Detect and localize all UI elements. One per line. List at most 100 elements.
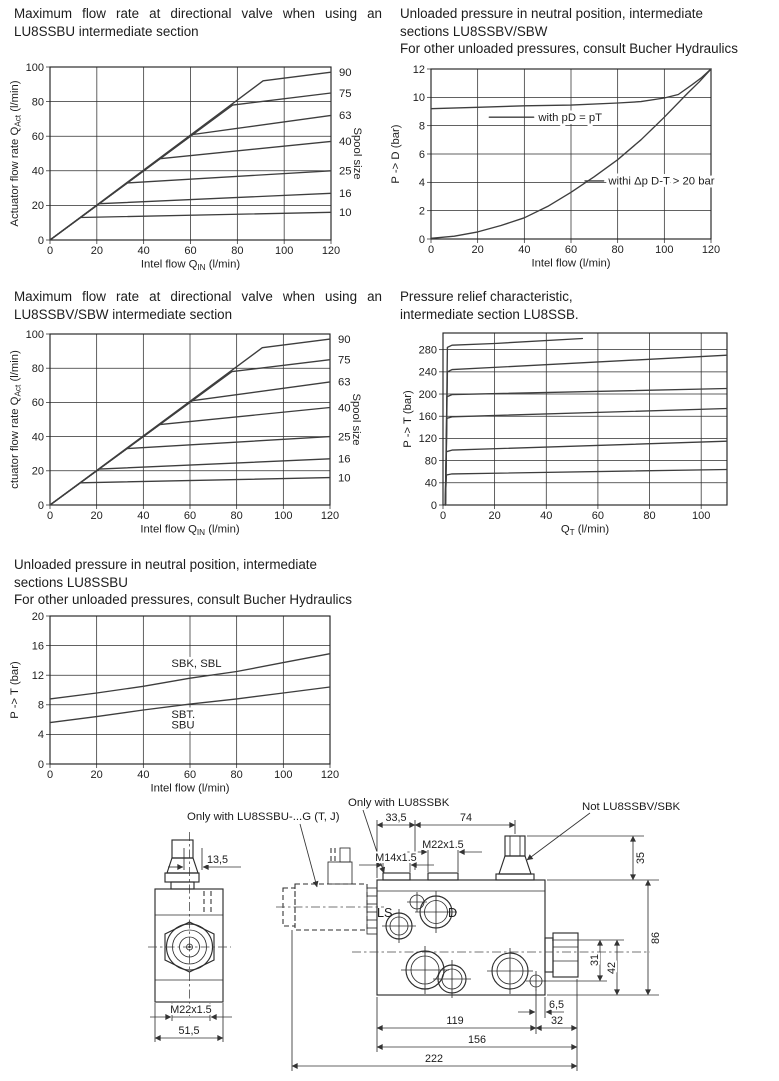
svg-text:QT (l/min): QT (l/min)	[561, 524, 610, 538]
title-line: LU8SSBV/SBW intermediate section	[14, 306, 233, 322]
svg-text:100: 100	[26, 62, 44, 74]
title-line: Unloaded pressure in neutral position, i…	[14, 557, 317, 572]
svg-text:120: 120	[322, 245, 340, 257]
chart-unloaded-pressure-sbv-sbw: 0 20 40 60 80 100 120 0 2 4 6 8 10 12 with pD = pT with…	[390, 64, 720, 270]
svg-text:Intel flow QIN (l/min): Intel flow QIN (l/min)	[140, 524, 239, 538]
dim-32: 32	[551, 1015, 563, 1027]
svg-text:90: 90	[338, 334, 351, 346]
svg-text:0: 0	[431, 500, 437, 512]
svg-text:80: 80	[643, 510, 655, 522]
svg-text:16: 16	[338, 454, 351, 466]
side-plug-nut	[544, 932, 579, 978]
svg-text:20: 20	[91, 769, 103, 781]
port-circles	[382, 891, 546, 998]
dim-thread-m22: M22x1.5	[422, 839, 463, 851]
title-line: Unloaded pressure in neutral position, i…	[400, 6, 703, 21]
svg-text:25: 25	[338, 431, 351, 443]
technical-drawing: 13,5 M22x1.5 51,5	[148, 797, 681, 1071]
svg-text:60: 60	[565, 244, 577, 256]
svg-text:80: 80	[231, 245, 243, 257]
svg-text:20: 20	[32, 200, 44, 212]
svg-text:120: 120	[321, 510, 339, 522]
svg-text:40: 40	[540, 510, 552, 522]
svg-text:0: 0	[38, 235, 44, 247]
dim-74: 74	[460, 812, 472, 824]
chart-title-max-flow-lu8ssbu: Maximum flow rate at directional valve w…	[14, 5, 382, 40]
port-label-ls: LS	[377, 906, 392, 920]
dim-156: 156	[468, 1034, 486, 1046]
adjuster-neck	[170, 881, 195, 890]
svg-text:40: 40	[425, 478, 437, 490]
svg-text:120: 120	[702, 244, 720, 256]
relief-valve	[495, 835, 535, 881]
svg-text:0: 0	[428, 244, 434, 256]
svg-text:100: 100	[655, 244, 673, 256]
svg-text:Intel flow (l/min): Intel flow (l/min)	[531, 258, 610, 270]
dim-42: 42	[606, 962, 618, 974]
svg-text:0: 0	[38, 759, 44, 771]
svg-text:20: 20	[32, 611, 44, 623]
note-solenoid: Only with LU8SSBU-...G (T, J)	[187, 811, 340, 823]
title-line: For other unloaded pressures, consult Bu…	[14, 592, 352, 608]
svg-text:40: 40	[339, 136, 352, 148]
svg-text:80: 80	[32, 96, 44, 108]
svg-text:40: 40	[338, 402, 351, 414]
svg-text:20: 20	[472, 244, 484, 256]
chart-max-flow-lu8ssbu: 0 20 40 60 80 100 120 0 20 40 60 80 100 90 75 63 40 25 16 1…	[9, 62, 363, 273]
svg-text:Intel flow (l/min): Intel flow (l/min)	[150, 783, 229, 795]
svg-text:100: 100	[692, 510, 710, 522]
title-line: Maximum flow rate at directional valve w…	[14, 6, 382, 21]
svg-text:SBU: SBU	[171, 720, 194, 732]
title-line: LU8SSBU intermediate section	[14, 23, 199, 39]
svg-text:80: 80	[231, 510, 243, 522]
cartridge-body	[154, 888, 224, 1003]
svg-text:40: 40	[518, 244, 530, 256]
svg-text:12: 12	[413, 64, 425, 76]
svg-text:100: 100	[274, 769, 292, 781]
svg-text:Spool size: Spool size	[351, 127, 363, 179]
svg-text:0: 0	[440, 510, 446, 522]
dim-222: 222	[425, 1053, 443, 1065]
side-view: LS D Only with LU8SSBU-...G (T, J) Only …	[187, 797, 681, 1071]
m22-port-flange	[427, 872, 459, 881]
adjuster-collar	[164, 872, 200, 883]
svg-text:25: 25	[339, 166, 352, 178]
svg-text:80: 80	[231, 769, 243, 781]
leader-not-sbv-sbk	[526, 812, 591, 861]
dim-front-width: 51,5	[178, 1025, 199, 1037]
svg-text:80: 80	[612, 244, 624, 256]
dim-33-5: 33,5	[385, 812, 406, 824]
dim-thread-m14: M14x1.5	[375, 852, 416, 864]
svg-text:75: 75	[338, 354, 351, 366]
svg-text:16: 16	[339, 188, 352, 200]
svg-text:8: 8	[419, 120, 425, 132]
svg-text:8: 8	[38, 700, 44, 712]
svg-text:SBT,: SBT,	[171, 709, 195, 721]
dim-35: 35	[635, 852, 647, 864]
dim-front-thread: M22x1.5	[170, 1004, 211, 1016]
svg-text:4: 4	[38, 729, 44, 741]
hex-nut	[164, 921, 215, 973]
title-line: For other unloaded pressures, consult Bu…	[400, 41, 738, 57]
svg-text:SBK, SBL: SBK, SBL	[171, 658, 221, 670]
svg-text:P -> T (bar): P -> T (bar)	[402, 390, 414, 448]
svg-text:60: 60	[32, 131, 44, 143]
svg-text:Intel flow QIN (l/min): Intel flow QIN (l/min)	[141, 259, 240, 273]
front-view: 13,5 M22x1.5 51,5	[148, 832, 241, 1042]
svg-text:40: 40	[137, 769, 149, 781]
svg-text:6: 6	[419, 149, 425, 161]
cartridge-thread	[366, 887, 378, 935]
svg-text:90: 90	[339, 67, 352, 79]
svg-text:40: 40	[137, 510, 149, 522]
connector	[327, 861, 353, 885]
valve-body	[376, 879, 546, 996]
svg-text:20: 20	[32, 466, 44, 478]
adjuster-taper	[166, 857, 199, 874]
svg-text:60: 60	[184, 245, 196, 257]
svg-text:100: 100	[275, 245, 293, 257]
chart-unloaded-pressure-lu8ssbu: 0 20 40 60 80 100 120 0 4 8 12 16 20 SBK, SBL SBT,SBU I…	[9, 611, 339, 795]
svg-text:280: 280	[419, 344, 437, 356]
title-line: sections LU8SSBV/SBW	[400, 23, 548, 39]
svg-text:0: 0	[47, 245, 53, 257]
